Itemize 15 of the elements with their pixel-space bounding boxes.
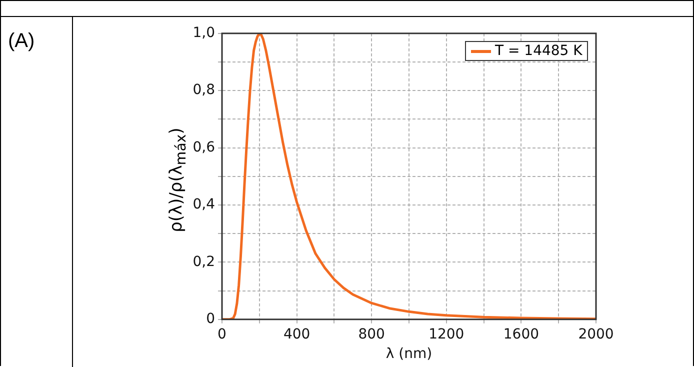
x-axis-title: λ (nm) [386,346,432,362]
y-tick-label: 0,6 [192,139,216,156]
x-tick-label: 0 [218,326,226,342]
y-tick-label: 0,2 [192,254,215,270]
x-tick-label: 2000 [578,326,614,342]
x-tick-label: 800 [358,326,385,342]
text: (A) [8,30,35,53]
y-tick-label: 1,0 [192,25,215,42]
x-tick-label: 1600 [503,326,540,342]
x-tick-label: 1200 [428,326,464,342]
y-tick-label: 0 [206,311,215,328]
y-tick-label: 0,4 [192,196,216,213]
legend-label: T = 14485 K [495,43,582,60]
x-tick-label: 400 [283,326,310,342]
y-tick-label: 0,8 [192,82,215,98]
